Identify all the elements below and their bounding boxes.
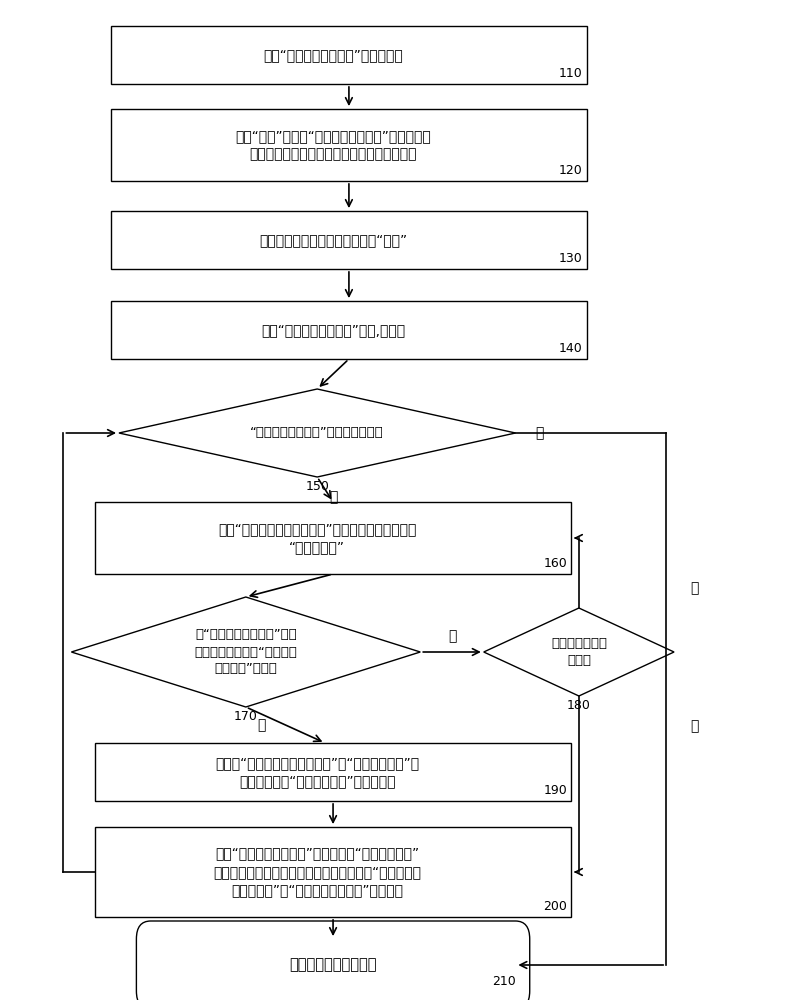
Text: 否: 否 xyxy=(448,629,456,643)
FancyBboxPatch shape xyxy=(136,921,530,1000)
Text: 180: 180 xyxy=(567,699,591,712)
Text: 190: 190 xyxy=(543,784,567,797)
FancyBboxPatch shape xyxy=(95,827,571,917)
Polygon shape xyxy=(119,389,515,477)
Text: 更新“连续文件数据区块”链表；释放“原数据块序列”
的数据块为空闲块；重新统计碎片信息；将“当前待碎片
整理的文件”从“待碎片整理的文件”链表去除: 更新“连续文件数据区块”链表；释放“原数据块序列” 的数据块为空闲块；重新统计碎… xyxy=(213,847,421,897)
Text: 200: 200 xyxy=(543,900,567,913)
Polygon shape xyxy=(71,597,420,707)
Text: 空闲区碎片整理
成功？: 空闲区碎片整理 成功？ xyxy=(551,637,607,667)
FancyBboxPatch shape xyxy=(95,743,571,801)
Text: 170: 170 xyxy=(234,710,258,723)
Text: 140: 140 xyxy=(559,342,583,355)
Text: 110: 110 xyxy=(559,67,583,80)
Text: 160: 160 xyxy=(543,557,567,570)
Text: 否: 否 xyxy=(690,719,699,733)
Text: 获取“当前待碎片整理的文件”，并确定碎片整理后的
“最大碎片数”: 获取“当前待碎片整理的文件”，并确定碎片整理后的 “最大碎片数” xyxy=(218,522,416,554)
Text: 在“连续空闲数据区块”链表
中寻找满足要求的“连续空闲
数据区块”集合？: 在“连续空闲数据区块”链表 中寻找满足要求的“连续空闲 数据区块”集合？ xyxy=(194,629,297,676)
FancyBboxPatch shape xyxy=(111,301,587,359)
Text: 建立“待碎片整理的文件”链表,并排序: 建立“待碎片整理的文件”链表,并排序 xyxy=(261,323,405,337)
Text: 是: 是 xyxy=(535,426,544,440)
Text: 否: 否 xyxy=(329,490,337,504)
Text: 120: 120 xyxy=(559,164,583,177)
Text: “待碎片整理的文件”链表是否为空？: “待碎片整理的文件”链表是否为空？ xyxy=(251,426,384,440)
FancyBboxPatch shape xyxy=(95,502,571,574)
Text: 构建“连续空闲数据区块”链表并排序: 构建“连续空闲数据区块”链表并排序 xyxy=(263,48,403,62)
Text: 是: 是 xyxy=(258,718,266,732)
FancyBboxPatch shape xyxy=(111,26,587,84)
FancyBboxPatch shape xyxy=(111,211,587,269)
Text: 构建“文件”链表及“连续文件数据区块”链表；统计
每个文件的碎片信息；并对上述两个链表排序: 构建“文件”链表及“连续文件数据区块”链表；统计 每个文件的碎片信息；并对上述两… xyxy=(236,129,431,161)
Text: 210: 210 xyxy=(492,975,515,988)
FancyBboxPatch shape xyxy=(111,109,587,181)
Text: 是: 是 xyxy=(690,581,699,595)
Text: 文件系统碎片整理结束: 文件系统碎片整理结束 xyxy=(289,958,377,972)
Text: 150: 150 xyxy=(305,480,329,493)
Text: 设置文件碎片整理的加权碎片度“阈値”: 设置文件碎片整理的加权碎片度“阈値” xyxy=(259,233,407,247)
Text: 依次将“当前待碎片整理的文件”的“原数据块序列”的
数据块拷贝到“新数据块序列”的数据块中: 依次将“当前待碎片整理的文件”的“原数据块序列”的 数据块拷贝到“新数据块序列”… xyxy=(215,756,419,788)
Polygon shape xyxy=(484,608,674,696)
Text: 130: 130 xyxy=(559,252,583,265)
